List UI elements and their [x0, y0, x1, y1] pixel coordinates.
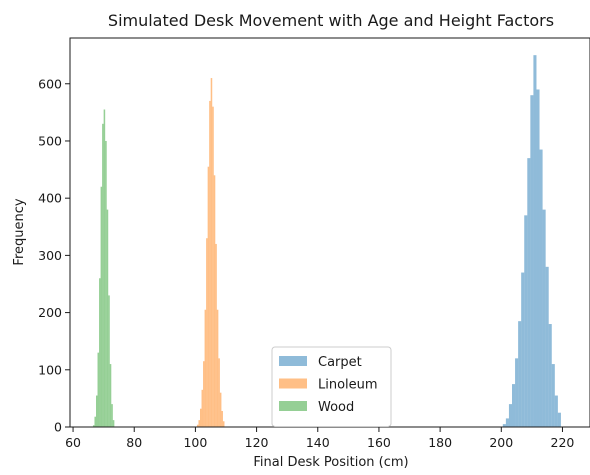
series-wood-bars	[92, 109, 115, 427]
x-axis-ticks: 60 80 100 120 140 160 180 200 220	[65, 427, 574, 450]
histogram-bar	[198, 420, 200, 427]
histogram-bar	[96, 395, 98, 427]
histogram-bar	[207, 166, 210, 427]
histogram-bar	[533, 55, 537, 427]
histogram-bar	[221, 410, 223, 427]
x-tick-label: 160	[367, 435, 391, 450]
histogram-bar	[527, 158, 531, 427]
histogram-bars	[92, 55, 561, 428]
histogram-bar	[206, 238, 208, 427]
histogram-bar	[554, 395, 558, 427]
histogram-bar	[218, 358, 220, 427]
histogram-bar	[536, 89, 540, 427]
histogram-bar	[215, 243, 217, 427]
histogram-bar	[530, 95, 534, 428]
histogram-bar	[524, 215, 528, 427]
legend-label-linoleum: Linoleum	[318, 378, 378, 393]
histogram-bar	[99, 278, 101, 427]
histogram-bar	[111, 404, 113, 427]
histogram-bar	[112, 420, 115, 427]
histogram-bar	[102, 123, 104, 427]
histogram-bar	[204, 309, 207, 427]
histogram-bar	[512, 384, 516, 427]
x-tick-label: 220	[551, 435, 575, 450]
histogram-bar	[209, 100, 211, 428]
histogram-bar	[539, 149, 543, 428]
legend-swatch-carpet	[279, 356, 307, 366]
y-tick-label: 200	[38, 305, 62, 320]
y-tick-label: 400	[38, 191, 62, 206]
legend-label-wood: Wood	[318, 400, 354, 415]
histogram-bar	[100, 186, 103, 427]
histogram-bar	[542, 209, 546, 427]
histogram-bar	[200, 408, 202, 427]
histogram-bar	[213, 175, 216, 427]
histogram-bar	[94, 416, 96, 427]
histogram-bar	[196, 424, 199, 427]
histogram-bar	[106, 209, 109, 427]
y-tick-label: 500	[38, 133, 62, 148]
histogram-bar	[105, 140, 107, 427]
histogram-bar	[216, 309, 219, 427]
histogram-bar	[515, 358, 519, 427]
y-tick-label: 100	[38, 362, 62, 377]
histogram-bar	[521, 272, 525, 427]
x-tick-label: 100	[183, 435, 207, 450]
histogram-bar	[219, 392, 222, 427]
histogram-bar	[103, 109, 106, 427]
legend-swatch-linoleum	[279, 378, 307, 389]
histogram-bar	[508, 404, 512, 427]
x-tick-label: 80	[126, 435, 142, 450]
legend-swatch-wood	[279, 401, 307, 411]
y-axis-label: Frequency	[12, 198, 27, 265]
histogram-bar	[505, 418, 509, 427]
histogram-bar	[97, 352, 100, 427]
y-tick-label: 600	[38, 76, 62, 91]
histogram-bar	[203, 361, 205, 427]
y-tick-label: 0	[54, 420, 62, 435]
y-axis-ticks: 0 100 200 300 400 500 600	[38, 76, 70, 435]
legend: Carpet Linoleum Wood	[271, 346, 392, 427]
x-tick-label: 60	[65, 435, 81, 450]
series-linoleum-bars	[196, 78, 225, 428]
histogram-bar	[222, 421, 225, 427]
histogram-bar	[210, 78, 213, 427]
histogram-bar	[92, 425, 95, 427]
histogram-bar	[502, 424, 506, 427]
series-carpet-bars	[502, 55, 561, 428]
histogram-bar	[108, 295, 110, 427]
x-tick-label: 120	[245, 435, 269, 450]
histogram-bar	[212, 106, 214, 427]
y-tick-label: 300	[38, 248, 62, 263]
histogram-bar	[109, 364, 112, 427]
histogram-bar	[557, 412, 561, 427]
histogram-bar	[201, 389, 204, 427]
histogram-bar	[545, 266, 549, 427]
x-tick-label: 140	[306, 435, 330, 450]
x-axis-label: Final Desk Position (cm)	[253, 455, 408, 470]
histogram-bar	[548, 324, 552, 427]
histogram-bar	[551, 364, 555, 427]
x-tick-label: 200	[489, 435, 513, 450]
x-tick-label: 180	[428, 435, 452, 450]
legend-label-carpet: Carpet	[318, 355, 362, 370]
chart-title: Simulated Desk Movement with Age and Hei…	[108, 11, 554, 30]
histogram-bar	[518, 321, 522, 427]
